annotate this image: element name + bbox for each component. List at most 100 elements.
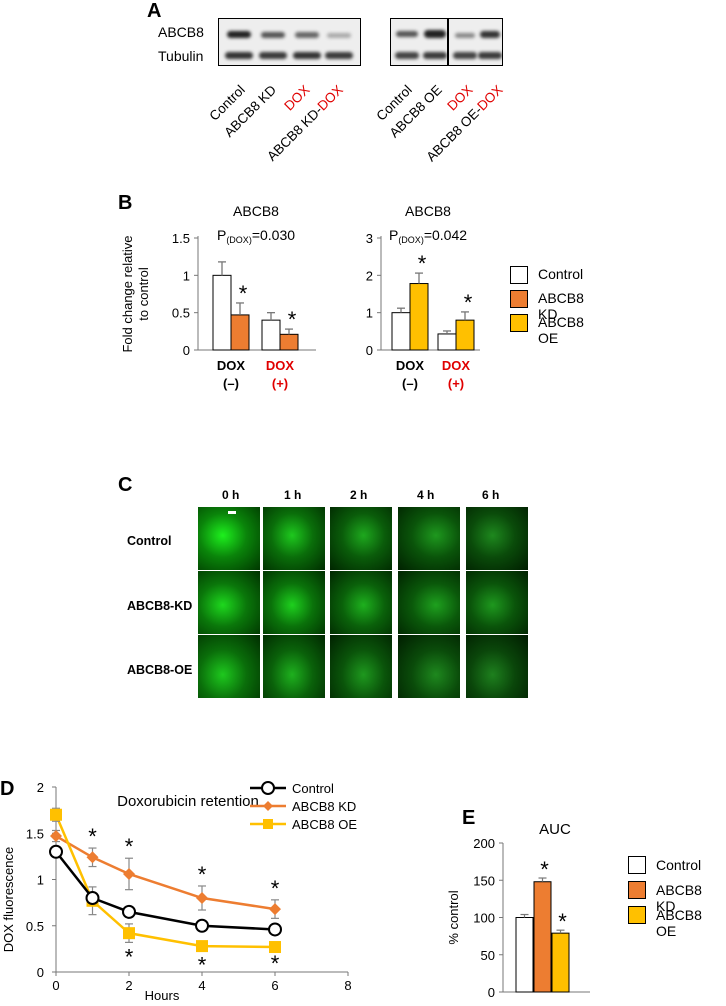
y-axis-label: % control	[446, 890, 461, 944]
point-abcb8-oe	[196, 940, 208, 953]
y-tick-label: 200	[473, 836, 495, 851]
significance-mark: *	[198, 862, 207, 887]
time-label-4h: 4 h	[417, 488, 435, 502]
bar-abcb8-oe	[409, 283, 429, 351]
x-tick-label: 4	[198, 978, 205, 993]
micrograph	[263, 571, 325, 634]
y-tick-label: 1	[37, 873, 44, 888]
x-axis-label: Hours	[145, 988, 180, 1003]
time-label-0h: 0 h	[222, 488, 240, 502]
point-abcb8-oe	[50, 808, 62, 821]
legend-label-abcb8-oe: ABCB8 OE	[292, 817, 357, 832]
micrograph	[398, 635, 460, 698]
bar-control	[212, 274, 232, 351]
significance-mark: *	[418, 251, 427, 276]
chart-e: AUC % control 0 50 100 150 200 * *	[446, 821, 590, 1000]
category-label-bottom: (+)	[448, 376, 464, 391]
chart-title: Doxorubicin retention	[117, 793, 259, 810]
legend-marker-abcb8-kd	[263, 801, 273, 811]
y-axis-label-line1: Fold change relative	[120, 235, 135, 352]
bar-abcb8-oe	[551, 932, 570, 993]
point-control	[122, 904, 136, 919]
point-control	[195, 918, 209, 933]
bar-abcb8-kd	[533, 881, 552, 993]
micro-row-label-control: Control	[127, 534, 172, 548]
significance-mark: *	[288, 307, 297, 332]
point-abcb8-oe	[269, 941, 281, 954]
y-tick-label: 0	[37, 965, 44, 980]
micrograph	[263, 635, 325, 698]
y-tick-label: 50	[481, 948, 495, 963]
y-tick-label: 0	[488, 985, 495, 1000]
y-tick-label: 150	[473, 873, 495, 888]
micrograph	[398, 571, 460, 634]
panel-d-label: D	[0, 778, 15, 800]
significance-mark: *	[198, 953, 207, 978]
micrograph	[398, 507, 460, 570]
significance-mark: *	[125, 834, 134, 859]
point-abcb8-kd	[269, 903, 281, 916]
point-abcb8-kd	[196, 892, 208, 904]
point-abcb8-kd	[50, 830, 62, 843]
significance-mark: *	[239, 281, 248, 306]
category-label-top: DOX	[442, 358, 471, 373]
chart-title: ABCB8	[233, 203, 279, 219]
category-label-top: DOX	[217, 358, 246, 373]
time-label-6h: 6 h	[482, 488, 500, 502]
micrograph	[330, 571, 392, 634]
bar-control	[391, 312, 411, 351]
micrograph	[263, 507, 325, 570]
micrograph	[466, 507, 528, 570]
chart-b-left: ABCB8 P(DOX)=0.030 Fold change relative to …	[120, 203, 316, 391]
y-tick-label: 1	[183, 268, 190, 283]
y-tick-label: 0	[183, 343, 190, 358]
category-label-bottom: (–)	[223, 376, 239, 391]
y-axis-label-line2: to control	[136, 267, 151, 321]
x-tick-label: 6	[271, 978, 278, 993]
category-label-bottom: (–)	[402, 376, 418, 391]
point-abcb8-kd	[123, 867, 135, 880]
micrograph	[466, 571, 528, 634]
micrograph	[198, 507, 260, 570]
chart-b-right: ABCB8 P(DOX)=0.042 0 1 2 3 DOX (–) * DOX (+) *	[366, 203, 480, 391]
bar-abcb8-kd	[230, 314, 250, 351]
y-tick-label: 3	[366, 231, 373, 246]
legend-label-control: Control	[292, 781, 334, 796]
chart-title: ABCB8	[405, 203, 451, 219]
y-axis-label: DOX fluorescence	[1, 847, 16, 953]
micrograph	[198, 635, 260, 698]
panel-e-label: E	[462, 807, 476, 829]
micrograph	[330, 507, 392, 570]
category-label-top: DOX	[396, 358, 425, 373]
significance-mark: *	[540, 857, 549, 882]
y-tick-label: 1	[366, 306, 373, 321]
y-tick-label: 2	[366, 268, 373, 283]
significance-mark: *	[464, 290, 473, 315]
y-tick-label: 1.5	[172, 231, 190, 246]
point-control	[85, 891, 100, 905]
time-label-2h: 2 h	[350, 488, 368, 502]
y-tick-label: 0.5	[26, 919, 44, 934]
point-abcb8-oe	[123, 927, 135, 940]
chart-title: AUC	[539, 821, 571, 838]
y-tick-label: 0	[366, 343, 373, 358]
x-tick-label: 0	[52, 978, 59, 993]
significance-mark: *	[558, 909, 567, 934]
time-label-1h: 1 h	[284, 488, 302, 502]
blot-row-label-abcb8: ABCB8	[158, 24, 204, 40]
micrograph	[466, 635, 528, 698]
bar-control	[515, 917, 534, 993]
micrograph	[198, 571, 260, 634]
significance-mark: *	[88, 824, 97, 849]
panel-c-label: C	[118, 474, 133, 496]
bar-control	[261, 319, 281, 351]
bar-abcb8-kd	[279, 333, 299, 351]
bar-control	[437, 333, 457, 351]
legend-marker-control	[261, 781, 275, 795]
chart-d: Doxorubicin retention DOX fluorescence Hou…	[1, 780, 357, 1003]
micrograph	[330, 635, 392, 698]
x-tick-label: 8	[344, 978, 351, 993]
western-blot-left	[218, 18, 361, 66]
category-label-top: DOX	[266, 358, 295, 373]
bar-abcb8-oe	[455, 319, 475, 351]
